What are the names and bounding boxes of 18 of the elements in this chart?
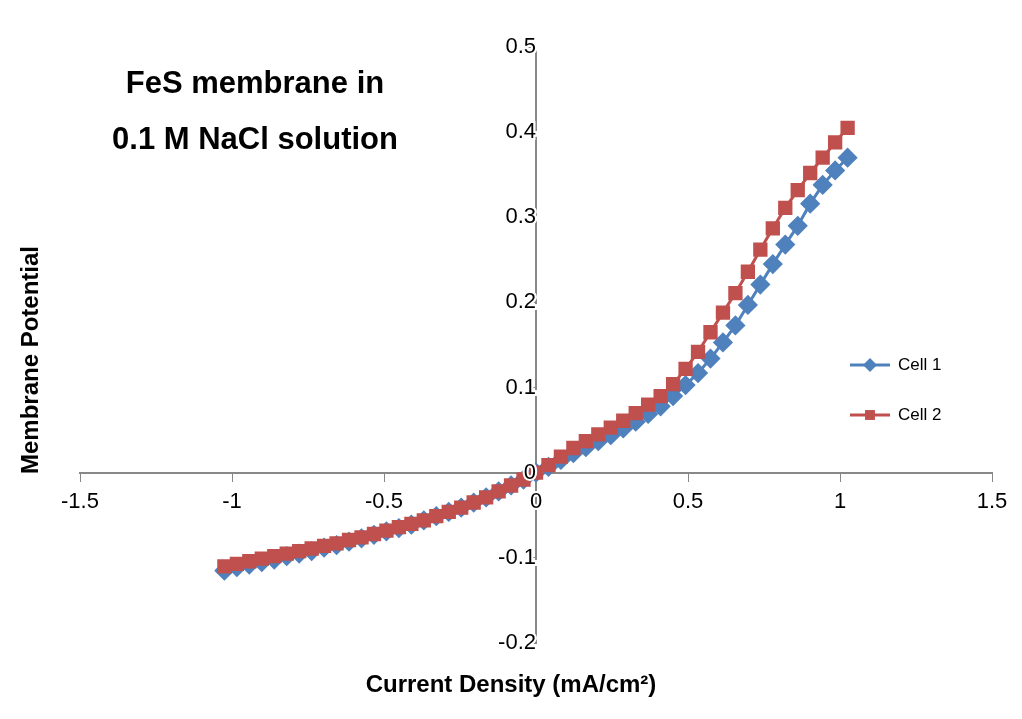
legend-label: Cell 2 xyxy=(898,405,942,425)
y-tick-label: 0.1 xyxy=(505,373,536,399)
x-tick-label: 1 xyxy=(833,487,847,513)
x-tick-label: -1.5 xyxy=(61,487,99,513)
y-tick-label: 0.5 xyxy=(505,33,536,59)
legend-label: Cell 1 xyxy=(898,355,942,375)
x-tick-label: -0.5 xyxy=(365,487,403,513)
y-tick-label: 0.3 xyxy=(505,203,536,229)
x-tick-label: 1.5 xyxy=(976,487,1008,513)
y-tick-label: -0.1 xyxy=(498,543,536,569)
y-tick-label: 0.2 xyxy=(505,288,536,314)
x-tick-label: 0.5 xyxy=(672,487,704,513)
y-tick-label: 0 xyxy=(523,458,536,484)
y-tick-label: -0.2 xyxy=(498,629,536,655)
x-axis-title: Current Density (mA/cm²) xyxy=(364,670,658,698)
text: FeS membrane in 0.1 M NaCl solution xyxy=(111,64,399,158)
x-tick-label: -1 xyxy=(222,487,242,513)
y-axis-title: Membrane Potential xyxy=(16,245,44,475)
